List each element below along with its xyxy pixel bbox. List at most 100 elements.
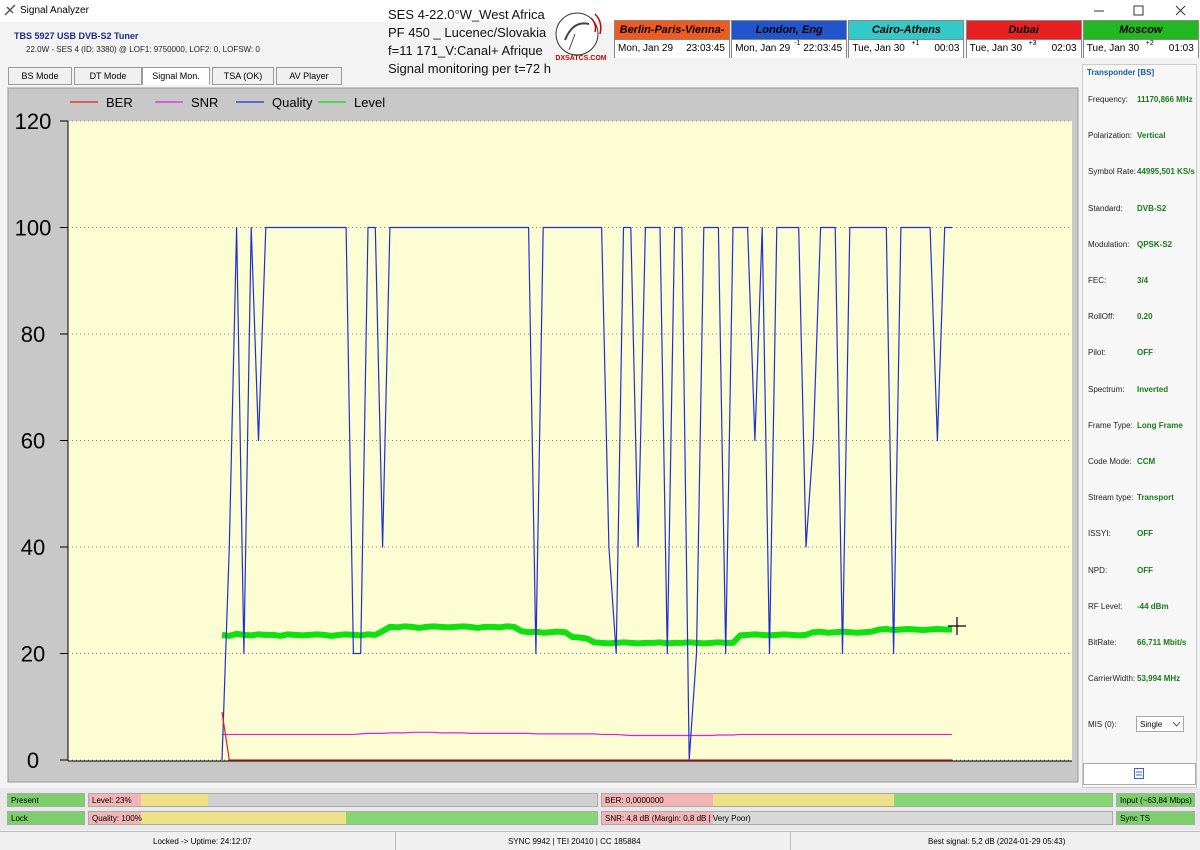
window-controls[interactable] [1090,2,1195,20]
field-label: Symbol Rate: [1088,167,1137,177]
ber-bar: BER: 0,0000000 [601,793,1113,807]
series-line [221,711,952,761]
field-label: Stream type: [1088,493,1134,503]
select-value: Single [1140,720,1163,729]
clock: Berlin-Paris-Vienna-RomaMon, Jan 29 23:03… [614,20,730,58]
field-label: Frame Type: [1088,420,1133,430]
level-bar: Level: 23% [88,793,598,807]
clock-offset: +1 [911,40,920,47]
field-value: QPSK-S2 [1137,239,1173,249]
y-tick-label: 60 [21,429,45,454]
caption-line: f=11 171_V:Canal+ Afrique [388,43,543,58]
mis-select[interactable]: Single [1136,716,1184,732]
clock-city: London, Eng [732,21,847,39]
y-tick-label: 100 [15,216,52,241]
field-label: NPD: [1088,565,1108,575]
logo-text: DXSATCS.COM [555,55,606,62]
tab[interactable]: Signal Mon. [142,67,210,85]
clock-time: 02:03 [1051,43,1077,54]
y-tick-label: 20 [21,642,45,667]
clock-row: Mon, Jan 29 -1 22:03:45 [732,39,847,58]
status-lock: Lock [7,811,85,825]
clock-row: Tue, Jan 30 +2 01:03 [1083,39,1198,58]
legend-label: BER [106,95,133,110]
quality-bar: Quality: 100% [88,811,598,825]
y-tick-label: 120 [15,109,52,134]
field-value: OFF [1137,348,1153,358]
status-input: Input (~63,84 Mbps) [1116,793,1195,807]
field-value: Inverted [1137,384,1169,394]
field-value: OFF [1137,529,1153,539]
field-value: Vertical [1137,131,1166,141]
field-label: Polarization: [1088,131,1133,141]
footer-divider [395,832,396,850]
legend-label: Quality [272,95,313,110]
clock-date: Mon, Jan 29 [735,43,791,54]
field-label: Code Mode: [1088,457,1132,466]
field-label: Pilot: [1088,348,1106,358]
tab[interactable]: DT Mode [74,67,142,85]
clock-city: Dubai [966,21,1081,39]
field-label: BitRate: [1088,638,1117,647]
footer-best: Best signal: 5,2 dB (2024-01-29 05:43) [928,837,1066,846]
snr-bar: SNR: 4,8 dB (Margin: 0,8 dB | Very Poor) [601,811,1113,825]
panel-title: Transponder [BS] [1087,68,1155,77]
device-name: TBS 5927 USB DVB-S2 Tuner [14,31,139,41]
y-tick-label: 40 [21,535,45,560]
tab[interactable]: TSA (OK) [212,67,274,85]
field-label: ISSYI: [1088,529,1111,539]
clock-city: Cairo-Athens [849,21,964,39]
select-arrow [1173,722,1180,727]
legend-label: Level [354,95,385,110]
field-value: OFF [1137,565,1153,575]
caption-line: Signal monitoring per t=72 h [388,61,551,76]
field-label: Standard: [1088,203,1123,213]
clock-offset: +2 [1145,40,1154,47]
clock: Cairo-Athens Tue, Jan 30 +1 00:03 [848,20,965,58]
caption: SES 4-22.0°W_West Africa PF 450 _ Lucene… [388,6,551,78]
caption-line: SES 4-22.0°W_West Africa [388,7,545,22]
footer-uptime: Locked -> Uptime: 24:12:07 [153,837,252,846]
cursor [948,617,966,635]
clock-row: Mon, Jan 29 23:03:45 [615,39,729,58]
clock-time: 00:03 [934,43,960,54]
clock-date: Tue, Jan 30 [1086,43,1140,54]
field-value: CCM [1137,457,1156,466]
clock-time: 01:03 [1168,43,1194,54]
plot-area [68,121,1072,761]
legend-entry: BER [70,95,133,110]
clock-row: Tue, Jan 30 +1 00:03 [849,39,964,58]
field-value: 11170,866 MHz [1137,95,1193,104]
footer-sync: SYNC 9942 | TEI 20410 | CC 185884 [508,837,641,846]
panel-button[interactable] [1083,763,1196,785]
field-label: RollOff: [1088,312,1115,322]
legend-entry: Level [318,95,385,110]
legend-entry: Quality [236,95,313,110]
transponder-panel [1082,64,1197,788]
footer-divider [790,832,791,850]
field-value: 3/4 [1137,276,1149,285]
legend-entry: SNR [155,95,218,110]
footer [0,831,1200,850]
tab[interactable]: AV Player [276,67,342,85]
field-value: DVB-S2 [1137,203,1167,213]
series-line [222,731,952,737]
clock-time: 23:03:45 [686,43,725,54]
field-value: Long Frame [1137,420,1183,430]
status-present: Present [7,793,85,807]
field-label: Frequency: [1088,95,1129,104]
field-label: Modulation: [1088,239,1130,249]
field-label: CarrierWidth: [1088,674,1136,684]
field-label: FEC: [1088,276,1107,285]
caption-line: PF 450 _ Lucenec/Slovakia [388,25,547,40]
field-value: 66,711 Mbit/s [1137,638,1187,647]
clock-time: 22:03:45 [803,43,843,54]
window-title: Signal Analyzer [20,5,89,16]
tab[interactable]: BS Mode [8,67,72,85]
status-sync: Sync TS [1116,811,1195,825]
y-tick-label: 80 [21,322,45,347]
title-bar [0,0,1200,22]
field-label: RF Level: [1088,601,1123,611]
field-value: -44 dBm [1137,601,1169,611]
y-tick-label: 0 [27,748,39,773]
